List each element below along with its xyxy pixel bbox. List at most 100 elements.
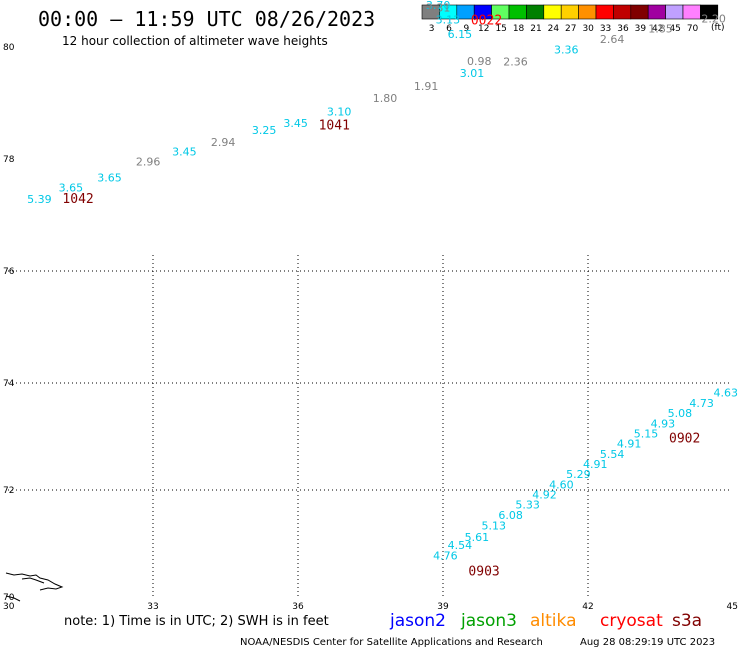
wave-observations: 5.39 3.65 3.65 2.96 3.45 2.94 3.25 3.45 3.10 1.80… xyxy=(27,0,738,563)
pass-time-label: 1042 xyxy=(62,192,93,207)
map-title: 00:00 — 11:59 UTC 08/26/2023 xyxy=(38,7,375,31)
wave-height-value: 1.80 xyxy=(373,92,398,105)
wave-height-value: 5.39 xyxy=(27,193,52,206)
satellite-name: jason3 xyxy=(460,611,517,631)
map-subtitle: 12 hour collection of altimeter wave hei… xyxy=(62,34,328,48)
longitude-label: 33 xyxy=(147,602,158,612)
legend-swatch xyxy=(560,4,579,20)
longitude-label: 42 xyxy=(582,602,593,612)
satellite-name: jason2 xyxy=(389,611,446,631)
wave-height-value: 5.33 xyxy=(515,499,540,512)
wave-height-value: 2.64 xyxy=(600,33,625,46)
wave-height-value: 0.98 xyxy=(467,55,492,68)
wave-height-value: 3.13 xyxy=(436,13,461,26)
pass-time-labels: 1042 1041 0022 0903 0902 xyxy=(62,14,700,580)
wave-height-value: 3.70 xyxy=(426,0,451,12)
wave-height-value: 1.85 xyxy=(648,22,673,35)
latitude-label: 76 xyxy=(3,267,15,277)
latitude-label: 70 xyxy=(3,593,15,603)
legend-label: 27 xyxy=(565,24,576,34)
legend-label: 36 xyxy=(617,24,629,34)
wave-height-value: 4.91 xyxy=(617,438,642,451)
wave-height-value: 3.36 xyxy=(554,44,579,57)
latitude-label: 72 xyxy=(3,486,14,496)
wave-height-value: 3.01 xyxy=(460,67,485,80)
pass-time-label: 0902 xyxy=(669,431,700,446)
satellite-name: altika xyxy=(530,611,577,631)
map-grid xyxy=(8,255,732,597)
wave-height-value: 4.60 xyxy=(549,478,574,491)
wave-height-value: 4.73 xyxy=(689,397,714,410)
wave-height-value: 5.08 xyxy=(668,407,693,420)
footer-timestamp: Aug 28 08:29:19 UTC 2023 xyxy=(580,637,715,648)
legend-label: 24 xyxy=(548,24,560,34)
wave-height-value: 5.54 xyxy=(600,448,625,461)
legend-swatch xyxy=(613,4,632,20)
wave-height-value: 2.96 xyxy=(136,156,161,169)
pass-time-label: 0903 xyxy=(468,565,499,580)
legend-label: 70 xyxy=(687,24,699,34)
wave-height-value: 3.65 xyxy=(59,181,84,194)
wave-height-value: 6.15 xyxy=(448,28,473,41)
legend-label: 39 xyxy=(635,24,647,34)
wave-height-value: 5.29 xyxy=(566,468,591,481)
legend-swatch xyxy=(647,4,666,20)
legend-label: 30 xyxy=(582,24,594,34)
wave-height-value: 3.45 xyxy=(283,117,308,130)
legend-label: 45 xyxy=(669,24,680,34)
wave-height-value: 3.65 xyxy=(97,171,122,184)
legend-label: 21 xyxy=(530,24,541,34)
latitude-labels: 80 78 76 74 72 70 xyxy=(3,43,15,603)
legend-swatch xyxy=(682,4,701,20)
wave-height-value: 2.36 xyxy=(503,55,528,68)
wave-height-value: 5.61 xyxy=(465,531,490,544)
legend-swatch xyxy=(508,4,527,20)
longitude-label: 36 xyxy=(292,602,304,612)
wave-height-value: 3.45 xyxy=(172,146,197,159)
wave-height-value: 3.10 xyxy=(327,105,352,118)
wave-height-value: 1.91 xyxy=(414,80,439,93)
wave-height-value: 4.63 xyxy=(714,386,739,399)
wave-height-value: 6.08 xyxy=(498,509,523,522)
wave-height-value: 3.25 xyxy=(252,124,277,137)
satellite-name: s3a xyxy=(672,611,702,631)
legend-label: 33 xyxy=(600,24,611,34)
wave-height-value: 2.94 xyxy=(211,136,236,149)
wave-height-value: 5.15 xyxy=(634,428,659,441)
legend-swatch xyxy=(543,4,562,20)
legend-label: 18 xyxy=(513,24,525,34)
legend-unit: (ft) xyxy=(711,23,725,33)
legend-label: 3 xyxy=(429,24,435,34)
latitude-label: 78 xyxy=(3,155,15,165)
satellite-legend: jason2 jason3 altika cryosat s3a xyxy=(389,611,702,631)
legend-swatch xyxy=(665,4,684,20)
coastline xyxy=(5,572,64,602)
longitude-label: 30 xyxy=(3,602,15,612)
longitude-label: 45 xyxy=(727,602,738,612)
legend-label: 42 xyxy=(652,24,663,34)
legend-label: 12 xyxy=(478,24,489,34)
latitude-label: 74 xyxy=(3,379,15,389)
legend-swatch xyxy=(526,4,545,20)
pass-time-label: 1041 xyxy=(319,118,350,133)
footer-credit: NOAA/NESDIS Center for Satellite Applica… xyxy=(240,637,543,648)
pass-time-label: 0022 xyxy=(471,14,502,29)
color-scale-legend: 3 6 9 12 15 18 21 24 27 30 33 36 39 42 45 70 xyxy=(421,4,719,34)
wave-height-value: 4.54 xyxy=(448,539,473,552)
legend-label: 6 xyxy=(446,24,452,34)
legend-swatch xyxy=(578,4,597,20)
wave-height-value: 4.91 xyxy=(583,458,608,471)
legend-swatch xyxy=(700,4,719,20)
legend-swatch xyxy=(630,4,649,20)
legend-swatch xyxy=(595,4,614,20)
wave-height-value: 2.20 xyxy=(701,12,726,25)
satellite-name: cryosat xyxy=(600,611,663,631)
wave-height-value: 4.92 xyxy=(532,489,557,502)
wave-height-value: 4.76 xyxy=(433,550,458,563)
wave-height-value: 2.31 xyxy=(426,2,451,15)
latitude-label: 80 xyxy=(3,43,15,53)
wave-height-value: 4.93 xyxy=(651,417,676,430)
longitude-label: 39 xyxy=(437,602,449,612)
footer-note: note: 1) Time is in UTC; 2) SWH is in fe… xyxy=(64,614,329,629)
